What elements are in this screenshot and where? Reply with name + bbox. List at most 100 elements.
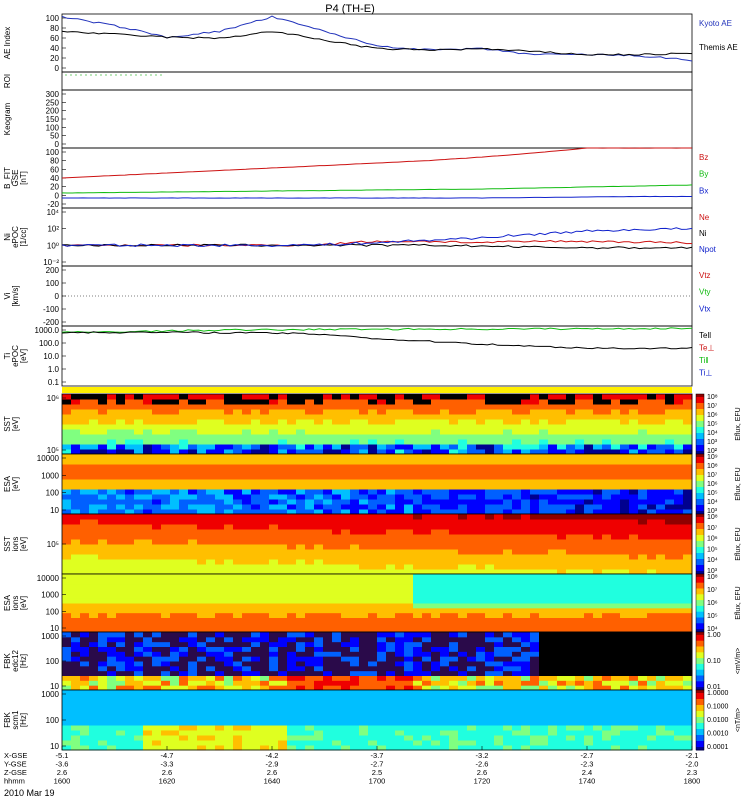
heat-cell (89, 409, 99, 415)
heat-cell (674, 627, 684, 633)
heat-cell (206, 439, 216, 445)
heat-cell (674, 434, 684, 440)
y-tick-label: 80 (50, 157, 59, 166)
heat-cell (188, 622, 198, 628)
heat-cell (368, 569, 378, 575)
heat-cell (269, 559, 279, 565)
heat-cell (179, 607, 189, 614)
heat-cell (332, 636, 342, 643)
heat-cell (161, 449, 171, 455)
heat-cell (611, 627, 621, 633)
heat-cell (260, 419, 270, 425)
heat-cell (314, 509, 324, 515)
heat-cell (620, 544, 630, 550)
heat-cell (143, 715, 153, 721)
heat-cell (683, 583, 693, 589)
heat-cell (458, 636, 468, 643)
heat-cell (377, 544, 387, 550)
heat-cell (368, 651, 378, 657)
heat-cell (656, 534, 666, 540)
heat-cell (98, 554, 108, 560)
heat-cell (431, 569, 441, 575)
heat-cell (620, 670, 630, 676)
heat-cell (494, 514, 504, 520)
heat-cell (98, 419, 108, 425)
heat-cell (413, 454, 423, 460)
heat-cell (89, 612, 99, 618)
heat-cell (125, 685, 135, 691)
heat-cell (107, 429, 117, 435)
heat-cell (251, 588, 261, 594)
heat-cell (143, 651, 153, 657)
heat-cell (341, 598, 351, 604)
heat-cell (341, 469, 351, 475)
heat-cell (233, 464, 243, 470)
heat-cell (341, 710, 351, 716)
panel-frame (61, 89, 693, 149)
heat-cell (260, 529, 270, 535)
heat-cell (512, 641, 522, 647)
heat-cell (422, 434, 432, 440)
heat-cell (395, 499, 405, 505)
heat-cell (593, 617, 603, 623)
heat-cell (395, 680, 405, 686)
heat-cell (188, 449, 198, 455)
heat-cell (206, 685, 216, 691)
heat-cell (98, 409, 108, 415)
heat-cell (188, 569, 198, 575)
y-tick-label: 0 (55, 191, 60, 200)
heat-cell (638, 524, 648, 530)
heat-cell (107, 578, 117, 585)
heat-cell (377, 429, 387, 435)
heat-cell (224, 578, 234, 585)
heat-cell (161, 539, 171, 545)
heat-cell (521, 622, 531, 628)
heat-cell (494, 656, 504, 662)
heat-cell (521, 409, 531, 415)
heat-cell (350, 404, 360, 410)
heat-cell (116, 564, 126, 570)
heat-cell (440, 651, 450, 657)
heat-cell (620, 680, 630, 686)
heat-cell (476, 469, 486, 475)
colorbar-step (696, 475, 704, 479)
heat-cell (530, 479, 540, 485)
heat-cell (512, 439, 522, 445)
heat-cell (350, 564, 360, 570)
heat-cell (368, 534, 378, 540)
heat-cell (377, 394, 387, 400)
heat-cell (116, 583, 126, 589)
heat-cell (107, 439, 117, 445)
heat-cell (179, 539, 189, 545)
heat-cell (575, 429, 585, 435)
heat-cell (269, 612, 279, 618)
heat-cell (458, 651, 468, 657)
heat-cell (665, 514, 675, 520)
heat-cell (125, 695, 135, 701)
heat-cell (611, 399, 621, 405)
heat-cell (305, 735, 315, 741)
heat-cell (125, 559, 135, 565)
heat-cell (413, 404, 423, 410)
heat-cell (98, 627, 108, 633)
heat-cell (665, 627, 675, 633)
heat-cell (485, 622, 495, 628)
heat-cell (152, 539, 162, 545)
heat-cell (71, 444, 81, 450)
heat-cell (251, 710, 261, 716)
heat-cell (116, 598, 126, 604)
heat-cell (224, 603, 234, 609)
heat-cell (71, 695, 81, 701)
heat-cell (251, 646, 261, 652)
heat-cell (341, 509, 351, 515)
heat-cell (107, 404, 117, 410)
heat-cell (242, 509, 252, 515)
heat-cell (368, 489, 378, 495)
heat-cell (458, 539, 468, 545)
heat-cell (80, 627, 90, 633)
heat-cell (305, 449, 315, 455)
heat-cell (143, 529, 153, 535)
heat-cell (179, 725, 189, 731)
heat-cell (656, 680, 666, 686)
heat-cell (224, 661, 234, 667)
